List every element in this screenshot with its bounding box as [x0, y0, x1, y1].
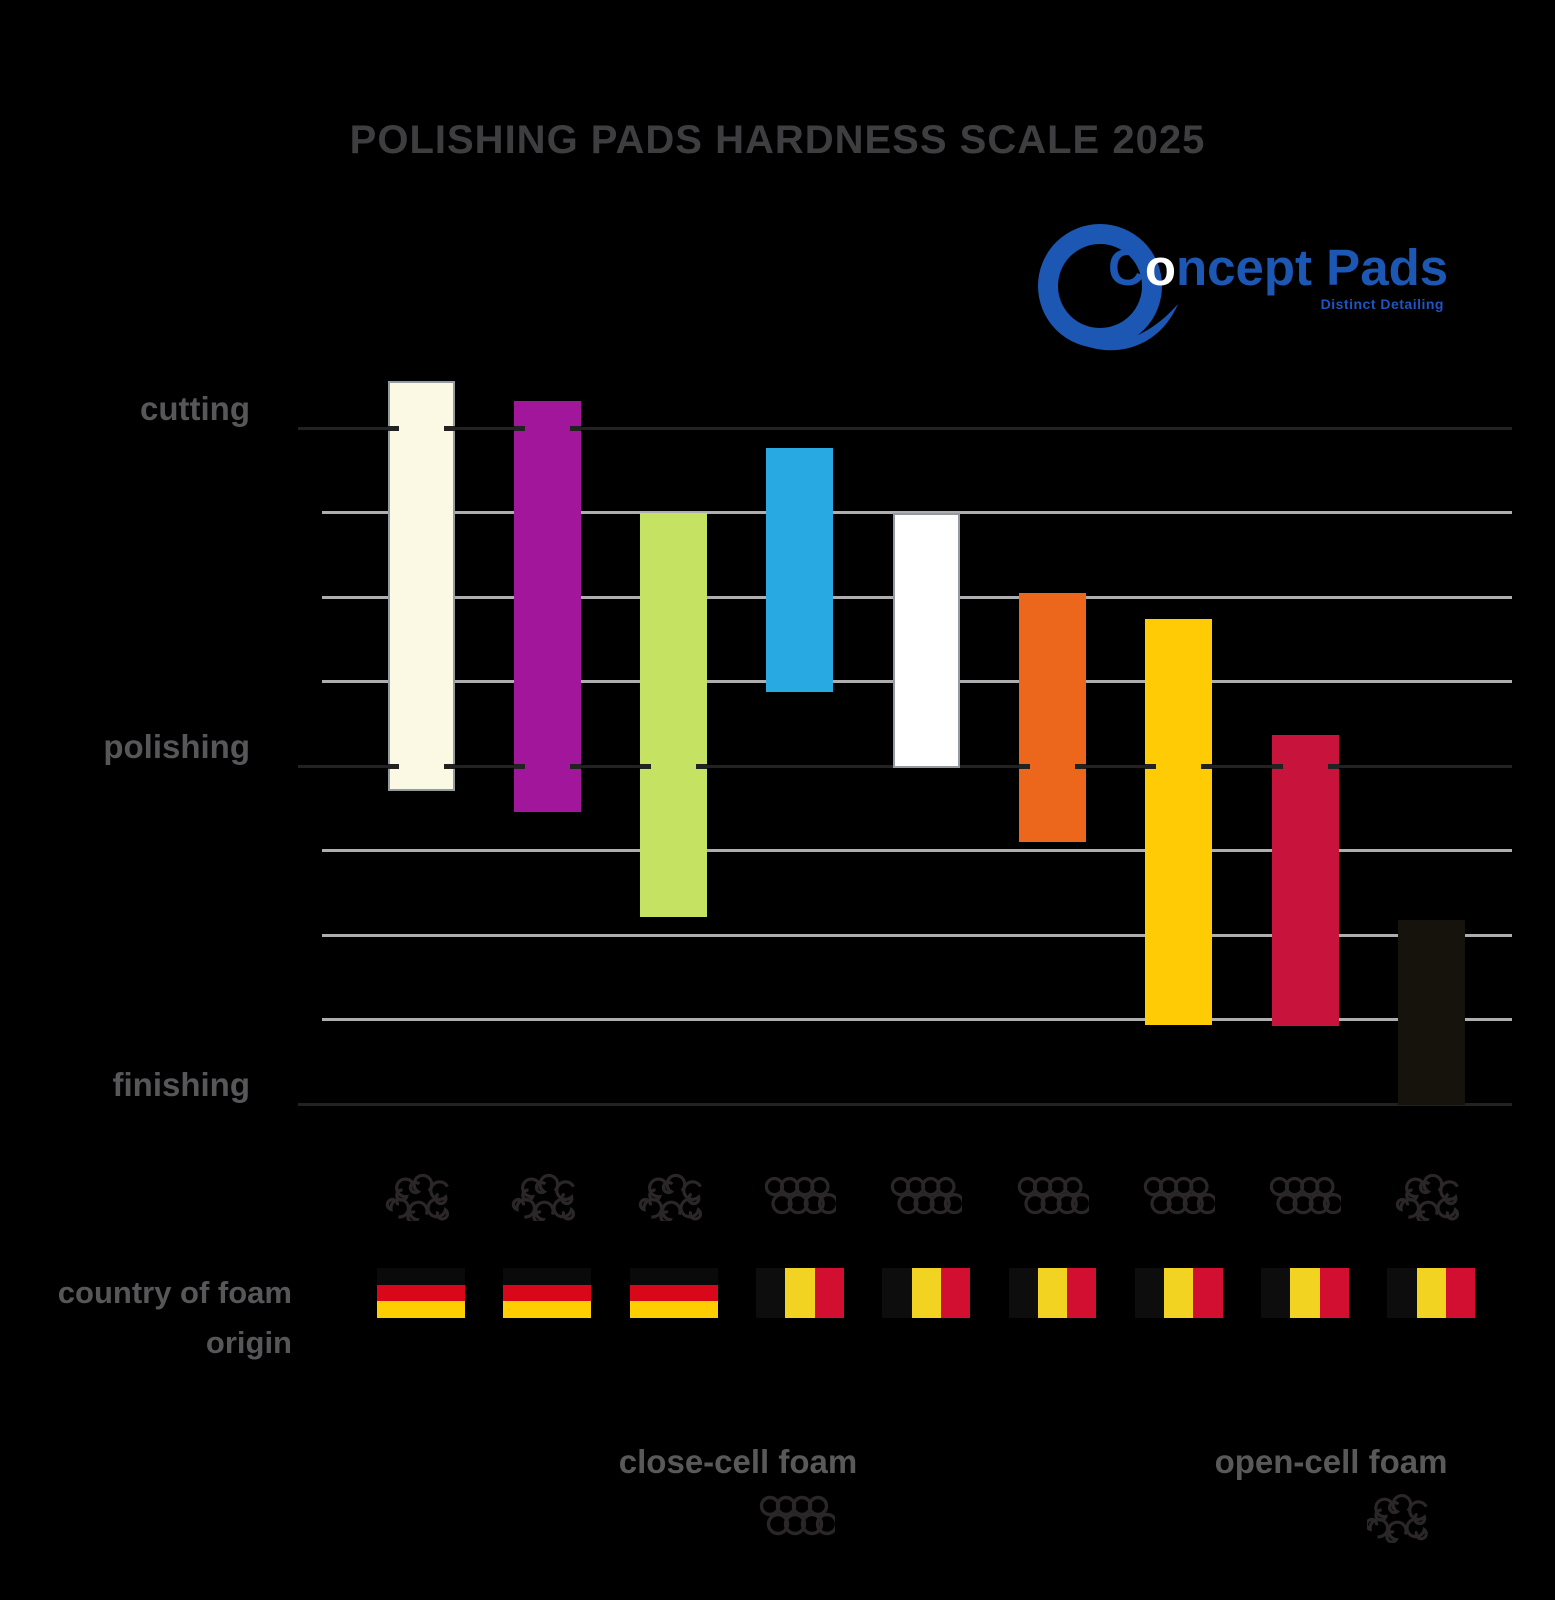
flag-stripe — [1164, 1268, 1194, 1318]
row-label-country-of-foam-origin: country of foam origin — [57, 1275, 292, 1360]
legend-label-close-cell-foam: close-cell foam — [618, 1443, 858, 1480]
grid-tick-notch — [640, 763, 652, 769]
open-cell-swirl-icon — [638, 1173, 710, 1221]
grid-tick-notch — [1327, 763, 1339, 769]
flag-stripe — [503, 1268, 592, 1285]
flag-stripe — [1387, 1268, 1417, 1318]
grid-tick-notch — [1075, 763, 1086, 769]
flag-belgium — [1387, 1268, 1476, 1318]
grid-line — [322, 1018, 1512, 1021]
flag-stripe — [1319, 1268, 1350, 1318]
axis-label-polishing: polishing — [103, 728, 250, 765]
close-cell-circles-icon — [890, 1173, 962, 1221]
flag-stripe — [503, 1284, 592, 1302]
flag-belgium — [882, 1268, 971, 1318]
axis-label-finishing: finishing — [112, 1066, 250, 1103]
pad-bar-blue — [766, 448, 834, 692]
logo-tagline: Distinct Detailing — [1320, 296, 1444, 312]
flag-stripe — [629, 1268, 718, 1285]
pad-bar-crimson — [1271, 734, 1339, 1027]
flag-stripe — [755, 1268, 786, 1318]
pad-bar-green — [640, 512, 708, 918]
pad-bar-ivory — [387, 380, 455, 792]
flag-stripe — [785, 1268, 815, 1318]
labeled-grid-line — [298, 1102, 1512, 1106]
page-title: POLISHING PADS HARDNESS SCALE 2025 — [349, 118, 1206, 162]
flag-germany — [629, 1268, 718, 1318]
grid-tick-notch — [443, 763, 455, 769]
flag-stripe — [1134, 1268, 1165, 1318]
grid-tick-notch — [387, 425, 399, 431]
flag-germany — [503, 1268, 592, 1318]
pad-bar-yellow — [1145, 618, 1213, 1025]
grid-tick-notch — [513, 425, 525, 431]
close-cell-circles-icon — [1143, 1173, 1215, 1221]
flag-stripe — [377, 1268, 465, 1285]
grid-tick-notch — [569, 763, 581, 769]
flag-belgium — [1008, 1268, 1097, 1318]
flag-belgium — [755, 1268, 844, 1318]
flag-stripe — [377, 1301, 465, 1318]
close-cell-circles-icon — [764, 1173, 836, 1221]
flag-stripe — [377, 1284, 465, 1302]
grid-tick-notch — [1019, 763, 1030, 769]
grid-tick-notch — [696, 763, 708, 769]
flag-germany — [377, 1268, 465, 1318]
flag-stripe — [1067, 1268, 1097, 1318]
pad-bar-black — [1397, 919, 1465, 1105]
open-cell-swirl-icon — [1395, 1173, 1467, 1221]
legend-label-open-cell-foam: open-cell foam — [1214, 1443, 1448, 1480]
flag-stripe — [940, 1268, 971, 1318]
flag-stripe — [629, 1284, 718, 1302]
axis-label-cutting: cutting — [140, 390, 250, 427]
flag-belgium — [1261, 1268, 1350, 1318]
flag-stripe — [814, 1268, 844, 1318]
grid-tick-notch — [1145, 763, 1157, 769]
close-cell-circles-icon — [1017, 1173, 1089, 1221]
flag-stripe — [1416, 1268, 1447, 1318]
open-cell-swirl-icon — [1367, 1491, 1433, 1543]
flag-stripe — [1446, 1268, 1476, 1318]
flag-stripe — [1290, 1268, 1320, 1318]
grid-tick-notch — [1201, 763, 1213, 769]
flag-stripe — [882, 1268, 912, 1318]
flag-stripe — [1008, 1268, 1038, 1318]
flag-stripe — [1037, 1268, 1068, 1318]
close-cell-circles-icon — [1269, 1173, 1341, 1221]
pad-bar-orange — [1019, 592, 1086, 843]
labeled-grid-line — [298, 426, 1512, 430]
grid-tick-notch — [513, 763, 525, 769]
grid-tick-notch — [569, 425, 581, 431]
open-cell-swirl-icon — [511, 1173, 583, 1221]
grid-tick-notch — [387, 763, 399, 769]
flag-stripe — [503, 1301, 592, 1318]
flag-belgium — [1134, 1268, 1223, 1318]
pad-bar-magenta — [513, 400, 581, 812]
open-cell-swirl-icon — [385, 1173, 457, 1221]
flag-stripe — [629, 1301, 718, 1318]
grid-line — [322, 849, 1512, 852]
logo-wordmark: Concept Pads — [1108, 239, 1449, 296]
flag-stripe — [1193, 1268, 1223, 1318]
flag-stripe — [911, 1268, 941, 1318]
close-cell-circles-icon — [759, 1493, 835, 1541]
pad-bar-white — [892, 512, 960, 768]
grid-tick-notch — [443, 425, 455, 431]
grid-tick-notch — [1271, 763, 1283, 769]
grid-line — [322, 933, 1512, 937]
logo-ring-swoosh-icon — [1038, 224, 1178, 351]
logo-white-o: o — [1144, 239, 1176, 296]
flag-stripe — [1261, 1268, 1291, 1318]
concept-pads-logo: Concept Pads Distinct Detailing — [1030, 208, 1448, 351]
